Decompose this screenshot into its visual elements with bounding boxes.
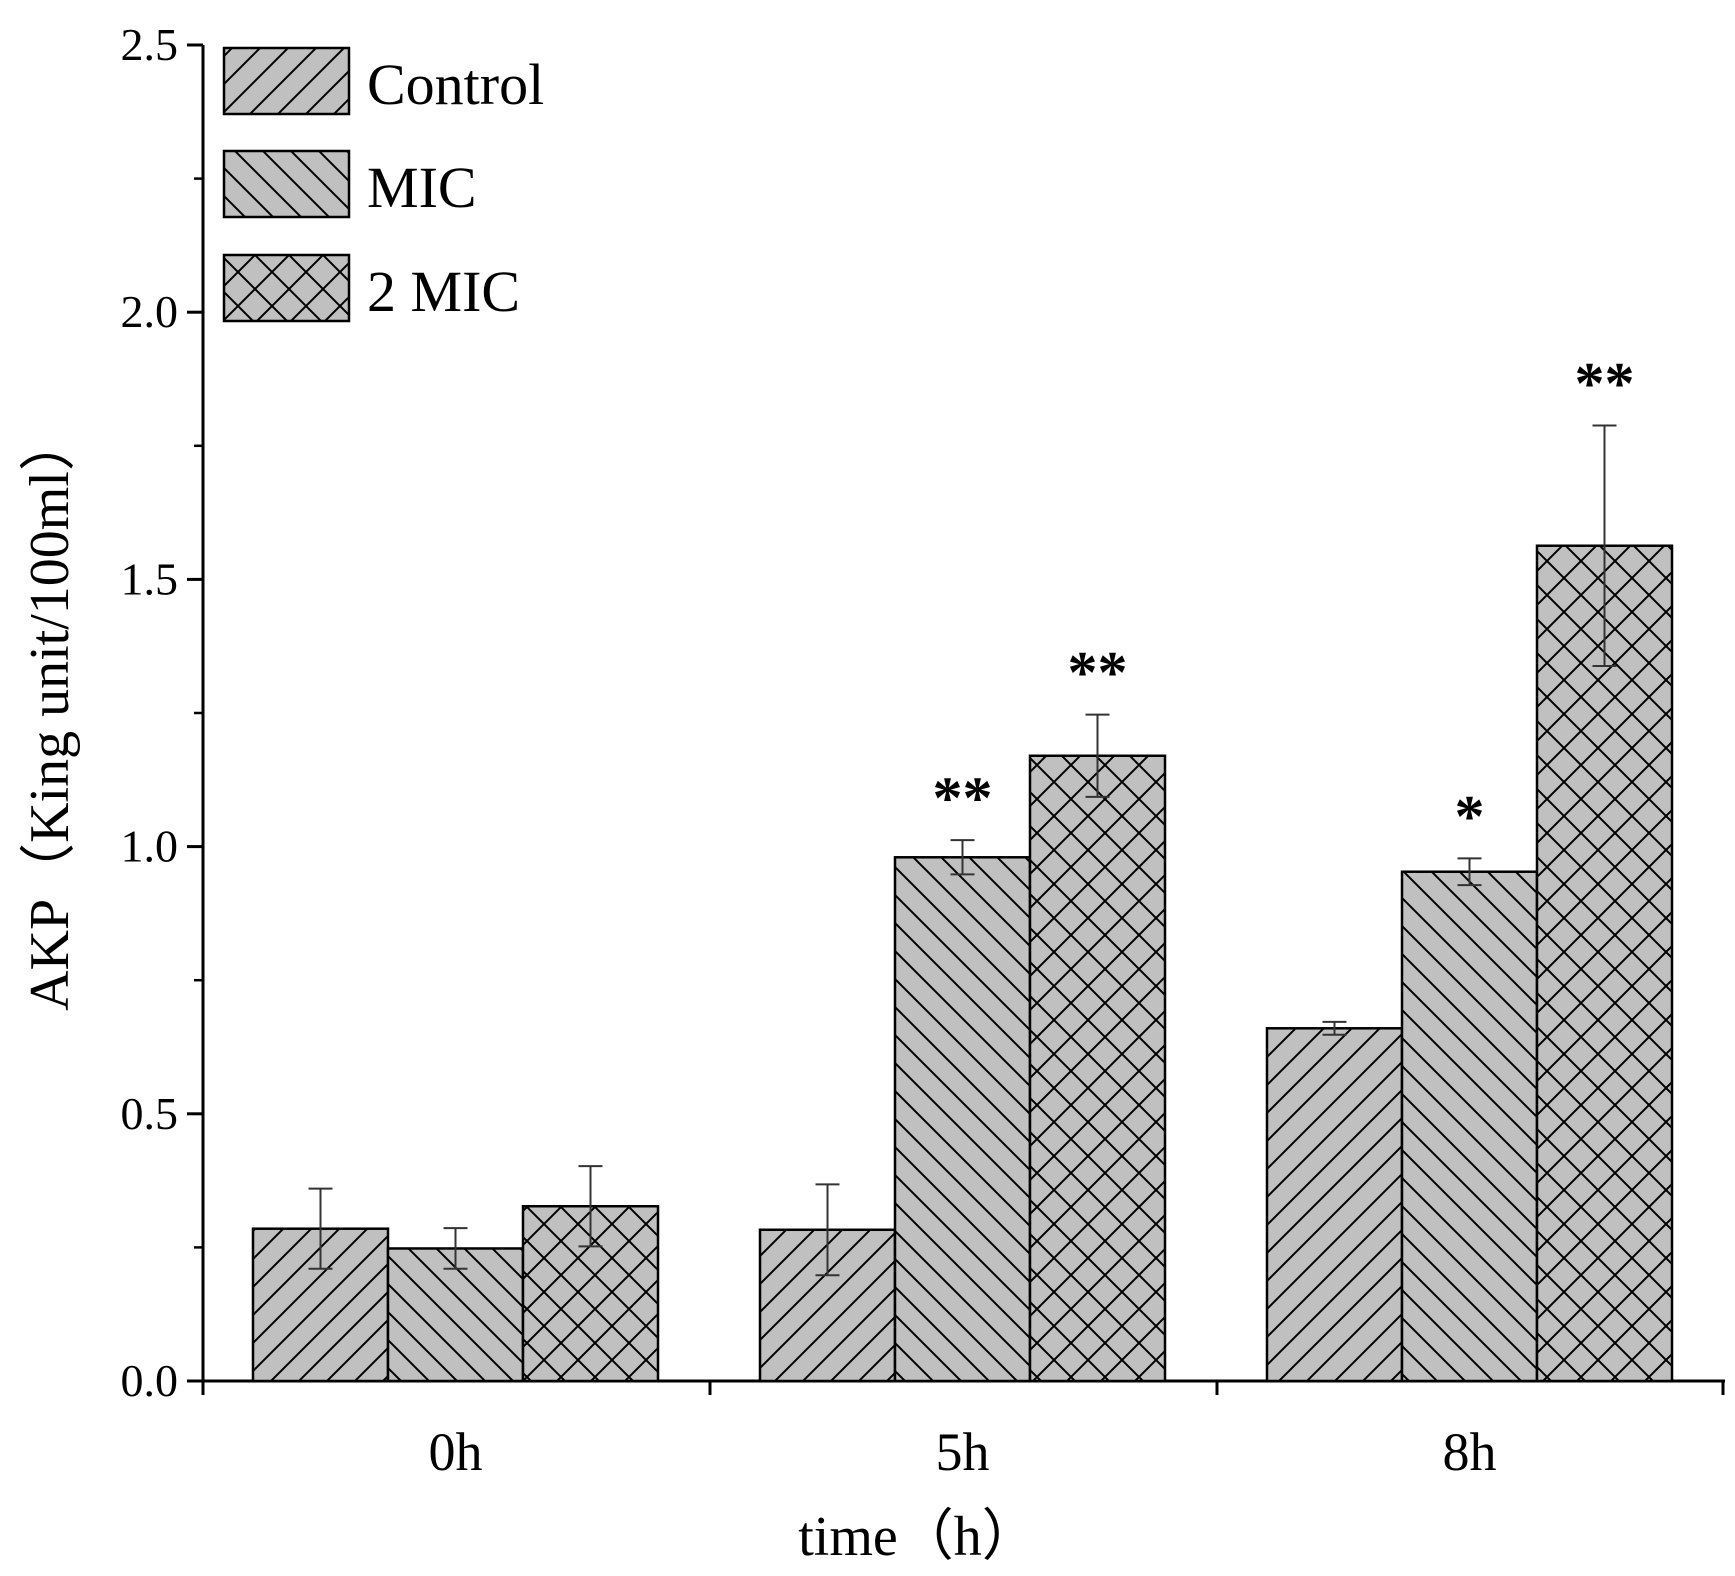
significance-label: ** <box>933 765 993 831</box>
legend: Control MIC 2 MIC <box>222 46 544 324</box>
bar-mic-8h <box>1400 870 1539 1383</box>
bar-mic-0h <box>386 1247 525 1383</box>
x-tick-label: 8h <box>1443 1422 1497 1482</box>
legend-item: 2 MIC <box>222 253 520 324</box>
y-tick-label: 2.5 <box>121 19 179 70</box>
legend-label-2mic: 2 MIC <box>367 259 520 324</box>
error-bar <box>443 1227 468 1270</box>
error-bar <box>1457 857 1482 887</box>
significance-label: * <box>1455 783 1485 849</box>
y-axis-title: AKP（King unit/100ml） <box>19 415 81 1011</box>
error-bar <box>1085 713 1110 798</box>
error-bar <box>1592 424 1617 667</box>
x-tick-label: 5h <box>936 1422 990 1482</box>
error-bar <box>950 839 975 876</box>
error-bar <box>815 1183 840 1277</box>
error-bar <box>308 1187 333 1270</box>
significance-label: ** <box>1068 640 1128 706</box>
y-ticks: 0.0 0.5 1.0 1.5 2.0 2.5 <box>121 19 203 1406</box>
x-axis-title: time（h） <box>798 1506 1038 1568</box>
y-tick-label: 0.0 <box>121 1355 179 1406</box>
legend-swatch-control <box>222 46 351 116</box>
y-tick-label: 1.0 <box>121 821 179 872</box>
error-bars <box>308 424 1617 1277</box>
legend-item: MIC <box>222 149 477 220</box>
bar-2-mic-8h <box>1535 544 1674 1383</box>
x-tick-label: 0h <box>429 1422 483 1482</box>
bar-control-8h <box>1265 1027 1404 1383</box>
significance-label: ** <box>1575 350 1635 416</box>
legend-swatch-2mic <box>222 253 351 323</box>
y-tick-label: 1.5 <box>121 553 179 604</box>
y-tick-label: 2.0 <box>121 286 179 337</box>
error-bar <box>1322 1020 1347 1036</box>
legend-label-mic: MIC <box>367 155 477 220</box>
significance-marks: ** ***** <box>933 350 1635 849</box>
bars <box>251 544 1674 1383</box>
bar-mic-5h <box>893 856 1032 1383</box>
legend-label-control: Control <box>367 52 544 117</box>
legend-item: Control <box>222 46 544 117</box>
legend-swatch-mic <box>222 149 351 219</box>
y-tick-label: 0.5 <box>121 1088 179 1139</box>
x-ticks: 0h 5h 8h <box>201 1381 1725 1482</box>
error-bar <box>578 1165 603 1248</box>
bar-2-mic-5h <box>1028 754 1167 1383</box>
